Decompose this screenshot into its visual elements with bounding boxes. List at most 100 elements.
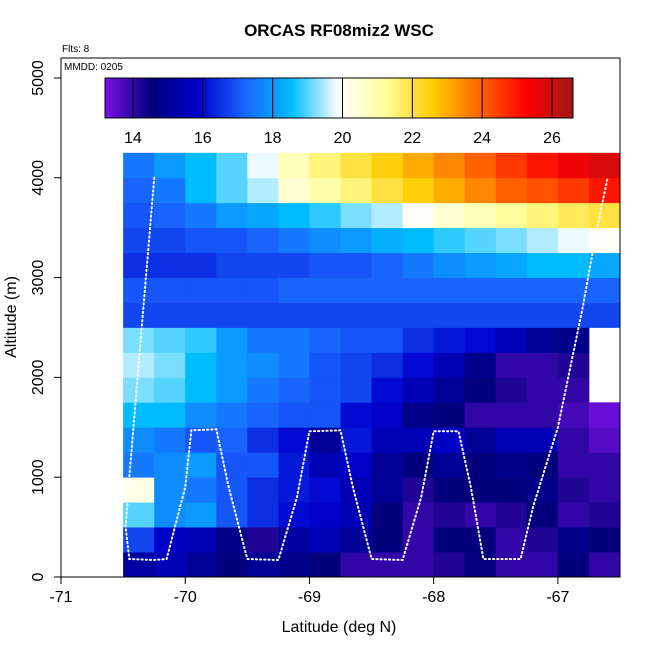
heatmap-cell — [557, 177, 590, 204]
colorbar-tick-label: 26 — [543, 130, 561, 147]
heatmap-cell — [154, 352, 186, 378]
heatmap-cell — [402, 302, 435, 328]
heatmap-cell — [495, 302, 528, 328]
heatmap-cell — [495, 402, 528, 428]
heatmap-cell — [340, 302, 372, 328]
heatmap-cell — [526, 402, 559, 428]
heatmap-cell — [154, 152, 186, 179]
heatmap-cell — [557, 202, 590, 229]
heatmap-cell — [309, 327, 341, 353]
heatmap-cell — [247, 427, 279, 453]
heatmap-cell — [247, 402, 279, 428]
heatmap-cell — [495, 327, 528, 353]
heatmap-cell — [433, 352, 466, 378]
heatmap-cell — [216, 552, 248, 578]
heatmap-cell — [278, 477, 310, 503]
heatmap-cell — [309, 552, 341, 578]
heatmap-cell — [123, 477, 155, 503]
heatmap-cell — [402, 177, 435, 204]
heatmap-cell — [402, 552, 435, 578]
heatmap-cell — [216, 327, 248, 353]
heatmap-cell — [557, 377, 590, 403]
heatmap-cell — [123, 402, 155, 428]
heatmap-cell — [402, 452, 435, 478]
heatmap-cell — [495, 427, 528, 453]
heatmap-cell — [433, 527, 466, 553]
heatmap-cell — [123, 452, 155, 478]
heatmap-cell — [433, 502, 466, 528]
heatmap-cell — [185, 202, 217, 229]
heatmap-cell — [526, 277, 559, 303]
heatmap-cell — [371, 227, 404, 254]
heatmap-cell — [464, 277, 497, 303]
heatmap-cell — [495, 352, 528, 378]
heatmap-cell — [495, 377, 528, 403]
heatmap-cell — [402, 377, 435, 403]
heatmap-cell — [123, 177, 155, 204]
heatmap-cell — [123, 377, 155, 403]
heatmap-cell — [464, 427, 497, 453]
heatmap-cell — [588, 402, 621, 428]
heatmap-cell — [371, 152, 404, 179]
heatmap-cell — [526, 502, 559, 528]
heatmap-cell — [123, 427, 155, 453]
heatmap-cell — [247, 502, 279, 528]
mmdd-note: MMDD: 0205 — [64, 62, 123, 73]
heatmap-cell — [340, 252, 372, 278]
heatmap-cell — [495, 227, 528, 254]
heatmap-cell — [309, 277, 341, 303]
heatmap-cell — [495, 277, 528, 303]
heatmap-cell — [278, 377, 310, 403]
heatmap-cell — [216, 427, 248, 453]
heatmap-cell — [557, 252, 590, 278]
heatmap-cell — [340, 327, 372, 353]
heatmap-cell — [185, 552, 217, 578]
heatmap-cell — [154, 477, 186, 503]
heatmap-cell — [278, 177, 310, 204]
heatmap-cell — [154, 327, 186, 353]
heatmap-cell — [278, 352, 310, 378]
heatmap-cell — [185, 327, 217, 353]
heatmap-cell — [433, 277, 466, 303]
colorbar-tick-label: 24 — [473, 130, 491, 147]
heatmap-cell — [123, 302, 155, 328]
heatmap-cell — [495, 252, 528, 278]
heatmap-cell — [340, 277, 372, 303]
heatmap-cell — [433, 202, 466, 229]
heatmap-cell — [309, 452, 341, 478]
heatmap-cell — [464, 302, 497, 328]
heatmap-cell — [278, 277, 310, 303]
heatmap-cell — [278, 152, 310, 179]
heatmap-cell — [588, 427, 621, 453]
heatmap-cell — [433, 227, 466, 254]
heatmap-cell — [433, 552, 466, 578]
heatmap-cell — [464, 202, 497, 229]
x-tick-label: -68 — [422, 589, 445, 606]
heatmap-cell — [185, 277, 217, 303]
heatmap-cell — [557, 302, 590, 328]
heatmap-cell — [371, 552, 404, 578]
heatmap-cell — [278, 302, 310, 328]
heatmap-cell — [495, 552, 528, 578]
heatmap-cell — [340, 202, 372, 229]
heatmap-cell — [557, 452, 590, 478]
heatmap-cell — [557, 352, 590, 378]
heatmap-cell — [371, 177, 404, 204]
x-tick-label: -69 — [298, 589, 321, 606]
heatmap-cell — [402, 352, 435, 378]
heatmap-cell — [402, 477, 435, 503]
heatmap-cell — [340, 227, 372, 254]
heatmap-cell — [216, 302, 248, 328]
y-tick-label: 2000 — [30, 359, 47, 395]
heatmap-cell — [464, 502, 497, 528]
y-tick-label: 0 — [30, 572, 47, 581]
heatmap-cell — [309, 477, 341, 503]
heatmap-cell — [495, 477, 528, 503]
heatmap-cell — [154, 202, 186, 229]
heatmap-cell — [371, 202, 404, 229]
heatmap-cell — [588, 277, 621, 303]
heatmap-cell — [309, 352, 341, 378]
heatmap-cell — [371, 402, 404, 428]
heatmap-cell — [526, 327, 559, 353]
